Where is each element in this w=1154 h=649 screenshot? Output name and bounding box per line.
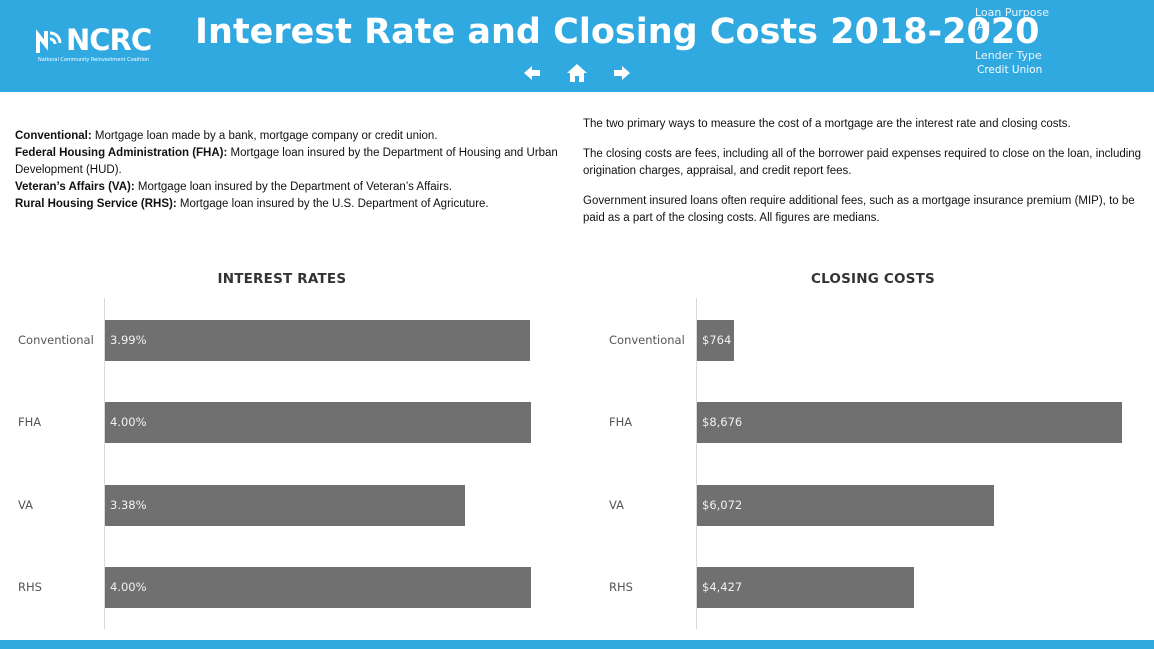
logo-tagline: National Community Reinvestment Coalitio… bbox=[38, 57, 150, 63]
closing-cost-value-label: $6,072 bbox=[702, 498, 743, 512]
closing-cost-category-label: RHS bbox=[609, 580, 633, 594]
closing-cost-bar[interactable] bbox=[697, 485, 994, 526]
closing-cost-value-label: $764 bbox=[702, 333, 732, 347]
interest-rate-value-label: 3.38% bbox=[110, 498, 147, 512]
interest-rate-bar[interactable] bbox=[105, 485, 465, 526]
header-bar: NCRC National Community Reinvestment Coa… bbox=[0, 0, 1154, 92]
description-paragraph: The closing costs are fees, including al… bbox=[583, 148, 1142, 177]
description-paragraph: The two primary ways to measure the cost… bbox=[583, 118, 1071, 130]
closing-cost-value-label: $4,427 bbox=[702, 580, 743, 594]
interest-rate-category-label: RHS bbox=[18, 580, 42, 594]
interest-rate-bar[interactable] bbox=[105, 320, 530, 361]
logo-wordmark: NCRC bbox=[66, 23, 152, 57]
cost-description: The two primary ways to measure the cost… bbox=[583, 116, 1143, 240]
interest-rate-category-label: Conventional bbox=[18, 333, 94, 347]
back-arrow-icon[interactable] bbox=[520, 62, 544, 84]
loan-purpose-filter[interactable]: All bbox=[977, 21, 991, 33]
closing-cost-category-label: FHA bbox=[609, 415, 633, 429]
lender-type-label: Lender Type bbox=[975, 49, 1042, 62]
closing-cost-axis-line bbox=[696, 298, 697, 629]
definition-item: Federal Housing Administration (FHA): Mo… bbox=[15, 147, 558, 176]
definition-item: Conventional: Mortgage loan made by a ba… bbox=[15, 130, 438, 142]
interest-rate-value-label: 4.00% bbox=[110, 580, 147, 594]
definition-item: Rural Housing Service (RHS): Mortgage lo… bbox=[15, 198, 489, 210]
filter-panel: Loan Purpose All Lender Type Credit Unio… bbox=[975, 6, 1049, 76]
interest-rate-category-label: FHA bbox=[18, 415, 42, 429]
closing-cost-category-label: VA bbox=[609, 498, 624, 512]
loan-type-definitions: Conventional: Mortgage loan made by a ba… bbox=[15, 128, 575, 213]
definition-item: Veteran’s Affairs (VA): Mortgage loan in… bbox=[15, 181, 453, 193]
interest-rate-category-label: VA bbox=[18, 498, 33, 512]
lender-type-filter[interactable]: Credit Union bbox=[977, 64, 1043, 76]
closing-cost-bar[interactable] bbox=[697, 320, 734, 361]
interest-rate-axis-line bbox=[104, 298, 105, 629]
interest-rate-bar[interactable] bbox=[105, 567, 531, 608]
forward-arrow-icon[interactable] bbox=[610, 62, 634, 84]
closing-cost-chart-title: CLOSING COSTS bbox=[811, 271, 935, 287]
closing-cost-category-label: Conventional bbox=[609, 333, 685, 347]
loan-purpose-label: Loan Purpose bbox=[975, 6, 1050, 19]
interest-rate-value-label: 3.99% bbox=[110, 333, 147, 347]
ncrc-logo-icon bbox=[36, 29, 62, 53]
closing-cost-bar[interactable] bbox=[697, 402, 1122, 443]
home-icon[interactable] bbox=[565, 62, 589, 84]
closing-cost-value-label: $8,676 bbox=[702, 415, 743, 429]
closing-cost-bar[interactable] bbox=[697, 567, 914, 608]
interest-rate-chart-title: INTEREST RATES bbox=[217, 271, 347, 287]
interest-rate-bar[interactable] bbox=[105, 402, 531, 443]
footer-bar bbox=[0, 640, 1154, 649]
page-title: Interest Rate and Closing Costs 2018-202… bbox=[195, 12, 1040, 52]
ncrc-logo[interactable]: NCRC National Community Reinvestment Coa… bbox=[36, 23, 158, 67]
interest-rate-value-label: 4.00% bbox=[110, 415, 147, 429]
description-paragraph: Government insured loans often require a… bbox=[583, 195, 1135, 224]
